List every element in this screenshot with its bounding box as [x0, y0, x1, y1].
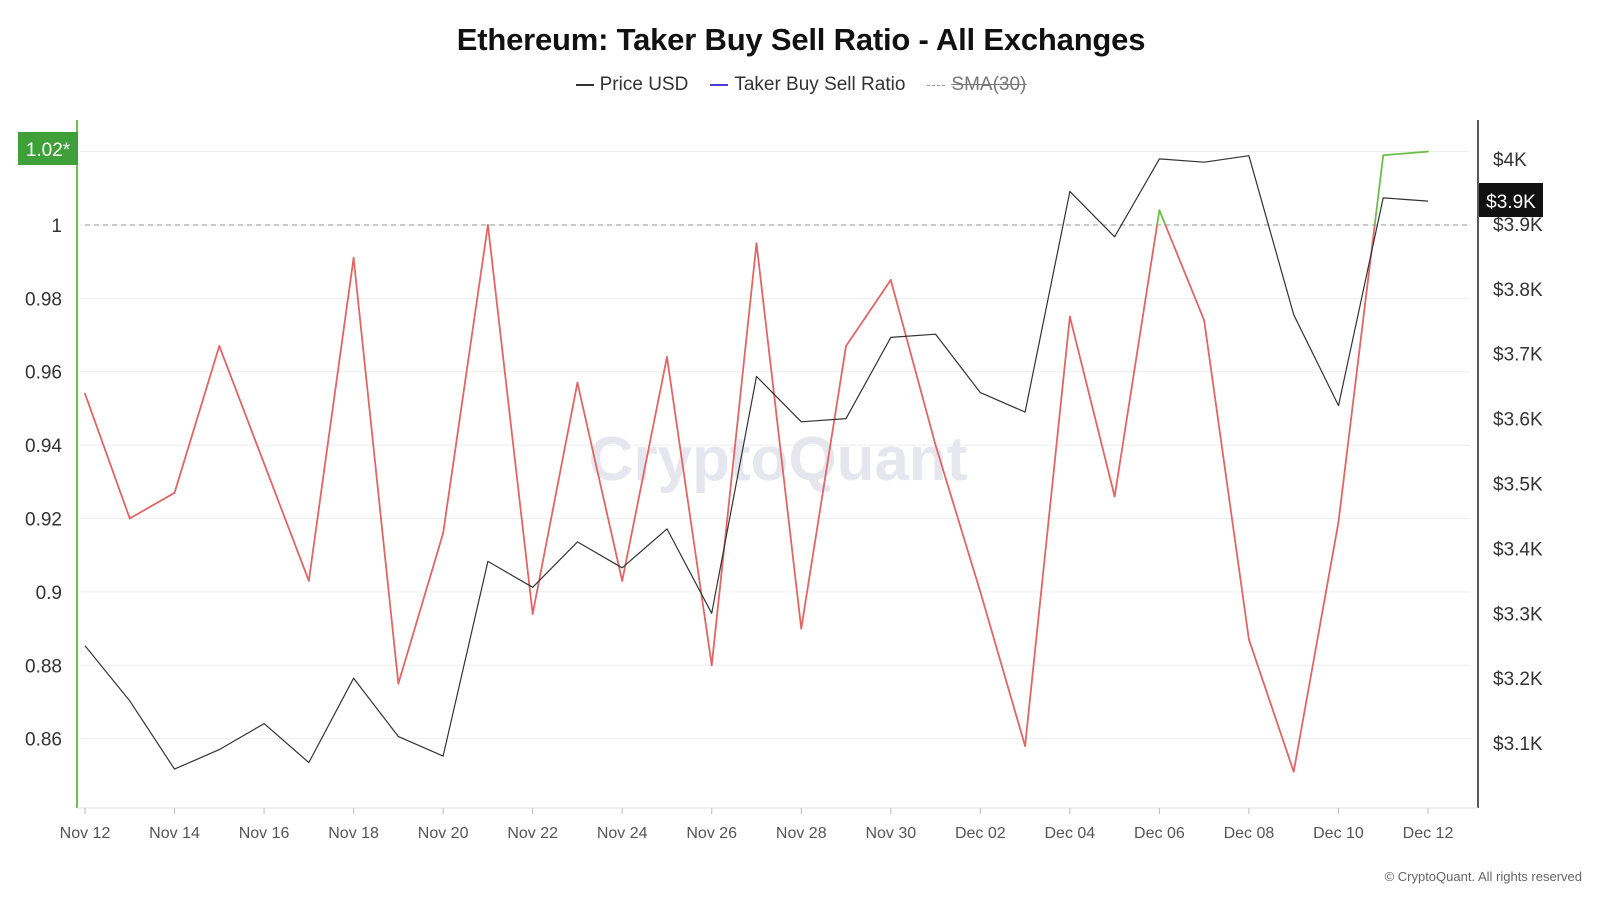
x-tick-label: Nov 20 — [418, 825, 469, 842]
left-tick-label: 0.86 — [25, 730, 62, 751]
ratio-line-segment — [442, 224, 489, 535]
left-value-badge — [18, 132, 78, 165]
left-tick-label: 0.96 — [25, 363, 62, 384]
ratio-line-segment — [1292, 521, 1340, 773]
x-tick-label: Dec 02 — [955, 825, 1006, 842]
legend-label: Taker Buy Sell Ratio — [734, 74, 906, 95]
left-tick-label: 1 — [51, 216, 62, 237]
left-tick-label: 0.98 — [25, 289, 62, 310]
ratio-line-segment — [979, 590, 1026, 747]
x-tick-label: Dec 06 — [1134, 825, 1185, 842]
legend-item-price-usd[interactable]: Price USD — [575, 74, 689, 96]
copyright-text: © CryptoQuant. All rights reserved — [1384, 869, 1582, 884]
ratio-line-segment — [128, 491, 176, 520]
legend: Price USD Taker Buy Sell Ratio SMA(30) — [0, 74, 1602, 96]
ratio-line-segment — [263, 462, 310, 582]
legend-swatch — [927, 84, 946, 86]
left-tick-label: 0.92 — [25, 509, 62, 530]
ratio-line-segment — [486, 224, 534, 615]
x-tick-label: Dec 10 — [1313, 825, 1364, 842]
right-tick-label: $3.5K — [1493, 474, 1543, 495]
ratio-line-segment — [710, 242, 758, 667]
ratio-line-segment — [889, 279, 937, 447]
x-tick-label: Dec 08 — [1224, 825, 1275, 842]
ratio-line-segment — [1337, 224, 1376, 524]
right-tick-label: $3.3K — [1493, 604, 1543, 625]
right-tick-label: $3.8K — [1493, 280, 1543, 301]
right-tick-label: $3.1K — [1493, 734, 1543, 755]
right-value-badge-text: $3.9K — [1486, 192, 1536, 213]
ratio-line-segment — [307, 257, 355, 582]
legend-swatch — [575, 84, 594, 86]
ratio-line-segment — [173, 345, 221, 494]
right-value-badge — [1479, 183, 1543, 217]
x-tick-label: Dec 04 — [1045, 825, 1096, 842]
x-tick-label: Nov 26 — [686, 825, 737, 842]
x-tick-label: Nov 24 — [597, 825, 648, 842]
price-line — [84, 155, 1429, 770]
legend-item-taker-buy-sell-ratio[interactable]: Taker Buy Sell Ratio — [710, 74, 905, 96]
ratio-line-segment — [84, 392, 131, 520]
x-tick-label: Nov 18 — [328, 825, 379, 842]
x-tick-label: Nov 30 — [865, 825, 916, 842]
ratio-line-segment — [666, 356, 713, 667]
ratio-line-segment — [621, 356, 668, 582]
ratio-line-segment — [755, 242, 803, 630]
left-tick-label: 0.9 — [36, 583, 62, 604]
x-tick-label: Nov 16 — [239, 825, 290, 842]
ratio-line-segment — [1373, 154, 1385, 226]
x-tick-label: Nov 12 — [60, 825, 111, 842]
legend-item-sma-30[interactable]: SMA(30) — [927, 74, 1026, 96]
right-tick-label: $3.2K — [1493, 669, 1543, 690]
ratio-line-segment — [352, 257, 400, 685]
ratio-line-segment — [576, 381, 624, 582]
legend-label: Price USD — [599, 74, 689, 95]
ratio-line-segment — [531, 381, 579, 615]
right-tick-label: $3.9K — [1493, 215, 1543, 236]
x-tick-label: Dec 12 — [1403, 825, 1454, 842]
left-tick-label: 0.94 — [25, 436, 62, 457]
ratio-line-segment — [1203, 319, 1250, 641]
ratio-line-segment — [218, 345, 265, 465]
legend-label: SMA(30) — [951, 74, 1027, 95]
right-tick-label: $3.6K — [1493, 410, 1543, 431]
ratio-line-segment — [1248, 638, 1295, 773]
ratio-line-segment — [1164, 224, 1206, 322]
right-tick-label: $4K — [1493, 150, 1527, 171]
chart-title: Ethereum: Taker Buy Sell Ratio - All Exc… — [456, 22, 1146, 57]
ratio-line-segment — [800, 345, 847, 630]
ratio-line-segment — [1113, 224, 1159, 498]
ratio-line-segment — [1024, 315, 1071, 747]
ratio-line-segment — [1158, 209, 1167, 226]
x-tick-label: Nov 14 — [149, 825, 200, 842]
left-value-badge-text: 1.02* — [26, 140, 71, 161]
ratio-line-segment — [845, 279, 892, 347]
ratio-line-segment — [1068, 315, 1116, 498]
x-tick-label: Nov 22 — [507, 825, 558, 842]
ratio-line-segment — [397, 532, 445, 685]
x-tick-label: Nov 28 — [776, 825, 827, 842]
ratio-line-segment — [1382, 150, 1429, 157]
right-tick-label: $3.4K — [1493, 539, 1543, 560]
legend-swatch — [710, 84, 729, 86]
ratio-line-segment — [934, 444, 982, 593]
ratio-line-segment — [1156, 209, 1161, 226]
right-tick-label: $3.7K — [1493, 345, 1543, 366]
left-tick-label: 0.88 — [25, 656, 62, 677]
